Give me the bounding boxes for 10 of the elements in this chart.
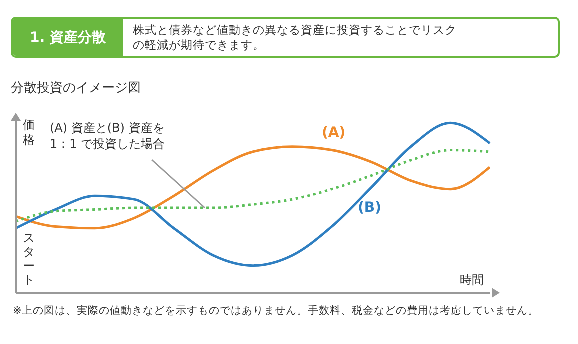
series-label: (B)	[358, 200, 382, 216]
x-axis-title: 時間	[460, 272, 484, 289]
text: ※上の図は、実際の値動きなどを示すものではありません。手数料、税金などの費用は考慮していません。	[13, 304, 539, 318]
series-label: (A)	[322, 125, 346, 141]
chart-title: 分散投資のイメージ図	[11, 80, 141, 97]
y-axis-title: 価格	[23, 118, 36, 148]
text: 1. 資産分散	[13, 19, 123, 56]
annotation: スタート	[23, 231, 36, 287]
text: 株式と債券など値動きの異なる資産に投資することでリスクの軽減が期待できます。	[132, 22, 458, 54]
annotation: (A) 資産と(B) 資産を 1：1 で投資した場合	[50, 120, 166, 152]
